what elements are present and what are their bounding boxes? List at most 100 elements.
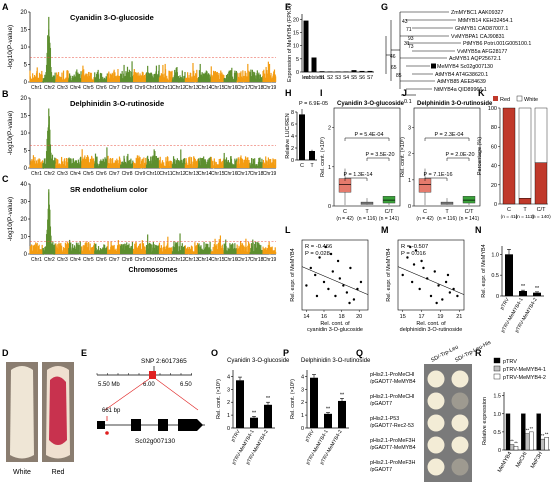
y-tick-label: 15 [20, 114, 27, 120]
snp-point [254, 72, 256, 82]
snp-point [76, 244, 78, 254]
snp-point [171, 247, 173, 254]
bar [309, 151, 315, 160]
snp-point [53, 253, 55, 255]
bar [519, 291, 527, 296]
significance-mark: ** [326, 407, 331, 413]
snp-point [179, 233, 181, 254]
snp-point [81, 149, 83, 168]
label-red: Red [52, 469, 65, 476]
construct-label: pHis2.1-ProMeCHI [370, 394, 414, 400]
chromosome-label: Chr1 [31, 257, 42, 263]
snp-point [75, 71, 77, 82]
chromosome-label: Chr11 [159, 171, 172, 177]
snp-point [236, 80, 238, 82]
manhattan-title: Delphinidin 3-O-rutinoside [70, 99, 164, 108]
y-tick-label: 30 [20, 200, 27, 206]
snp-point [112, 245, 114, 254]
category-label: rootstem [304, 75, 323, 81]
category-label: S6 [359, 75, 365, 81]
snp-point [209, 241, 211, 254]
snp-point [180, 245, 183, 254]
snp-point [73, 74, 75, 82]
snp-point [171, 251, 174, 254]
plot-frame [301, 239, 369, 311]
chromosome-label: Chr19 [263, 257, 277, 263]
snp-point [86, 76, 89, 82]
bar [343, 71, 349, 72]
chromosome-label: Chr12 [172, 85, 186, 91]
snp-point [225, 159, 227, 168]
snp-point [248, 70, 250, 82]
snp-point [78, 73, 81, 82]
snp-point [100, 73, 103, 82]
snp-point [207, 159, 209, 168]
bar [335, 71, 341, 72]
n-label: (n = 116) [357, 216, 377, 222]
x-tick-label: 17 [419, 314, 425, 320]
snp-point [190, 245, 193, 254]
panel-letter-g: G [381, 2, 388, 12]
snp-point [70, 75, 72, 82]
tree-label: AtMYB4 AT4G38620.1 [435, 72, 488, 78]
snp-point [209, 76, 212, 82]
snp-point [275, 76, 277, 82]
snp-point [191, 76, 193, 82]
snp-point [139, 157, 141, 168]
snp-point [146, 75, 148, 82]
snp-point [126, 156, 128, 168]
y-tick-label: 10 [20, 45, 27, 51]
snp-point [204, 160, 207, 168]
snp-point [249, 72, 251, 82]
snp-point [54, 243, 56, 254]
significance-mark: ** [510, 439, 514, 444]
snp-point [84, 243, 86, 254]
chromosome-label: Chr7 [109, 171, 120, 177]
snp-point [145, 250, 147, 254]
bar [521, 413, 526, 451]
panel-letter-n: N [475, 225, 482, 235]
chromosome-label: Chr15 [211, 257, 225, 263]
snp-point [136, 250, 138, 254]
snp-point [240, 71, 242, 82]
x-axis-label: delphinidin 3-O-rutinoside [400, 327, 463, 333]
snp-point [174, 72, 177, 82]
chromosome-label: Chr5 [83, 171, 94, 177]
snp-point [190, 72, 192, 82]
snp-point [106, 161, 108, 168]
construct-label: /pGADT7-MeMYB4 [370, 379, 416, 385]
snp-point [236, 81, 239, 83]
significance-mark: ** [530, 426, 534, 431]
data-point [327, 287, 330, 291]
chromosome-label: Chr17 [237, 257, 251, 263]
snp-point [121, 245, 123, 254]
column-label: SD/-Trp-Leu-His [454, 340, 492, 364]
gene-label: Sc02g007130 [135, 438, 176, 445]
category-label: S2 [327, 75, 333, 81]
y-axis-label: Percentage (%) [477, 137, 483, 175]
snp-point [84, 158, 86, 168]
legend-swatch [493, 373, 501, 380]
snp-point [251, 158, 253, 168]
snp-point [130, 78, 132, 82]
chromosome-label: Chr10 [146, 171, 160, 177]
chart-title: Cyanidin 3-O-glucoside [227, 358, 290, 364]
snp-point [96, 250, 98, 254]
snp-point [29, 164, 31, 168]
category-label: MeF3H [530, 451, 544, 470]
x-tick-label: 21 [456, 314, 462, 320]
category-label: C [300, 163, 304, 169]
p-value: P = 7.1E-16 [423, 172, 452, 178]
snp-point [182, 159, 185, 168]
snp-point [80, 71, 82, 82]
panel-letter-q: Q [356, 348, 363, 358]
snp-point [88, 162, 91, 168]
snp-point [198, 162, 201, 168]
snp-point [182, 78, 184, 82]
snp-point [176, 158, 178, 168]
data-point [414, 249, 418, 252]
snp-point [116, 250, 118, 254]
snp-point [150, 243, 152, 254]
snp-point [230, 70, 232, 82]
n-label: (n = 41) [501, 214, 518, 220]
